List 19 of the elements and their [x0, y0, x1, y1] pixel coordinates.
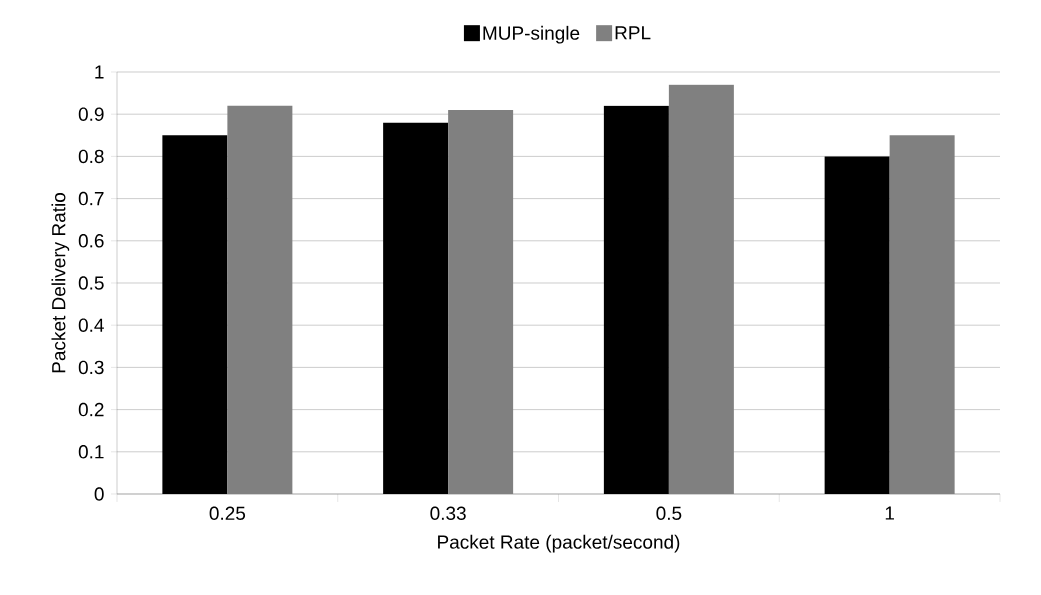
x-tick-label: 0.25 — [209, 506, 246, 520]
x-tick-label: 0.5 — [656, 506, 682, 520]
y-tick-label: 1 — [95, 65, 104, 79]
y-tick-label: 0.9 — [78, 107, 104, 121]
y-tick-label: 0.1 — [78, 445, 104, 459]
y-tick-label: 0.3 — [78, 360, 104, 375]
legend-label: MUP-single — [483, 25, 580, 44]
y-tick-label: 0.7 — [78, 191, 104, 206]
y-tick-label: 0.8 — [78, 149, 104, 164]
legend-label: RPL — [615, 26, 651, 40]
y-tick-label: 0 — [94, 487, 104, 501]
x-tick-label: 1 — [885, 506, 894, 520]
y-tick-label: 0.2 — [78, 402, 104, 417]
x-tick-label: 0.33 — [430, 506, 466, 520]
y-axis-title: Packet Delivery Ratio — [51, 193, 70, 373]
x-axis-title: Packet Rate (packet/second) — [438, 534, 680, 553]
y-tick-label: 0.5 — [78, 276, 104, 290]
y-tick-label: 0.6 — [78, 234, 104, 248]
y-tick-label: 0.4 — [78, 318, 104, 332]
